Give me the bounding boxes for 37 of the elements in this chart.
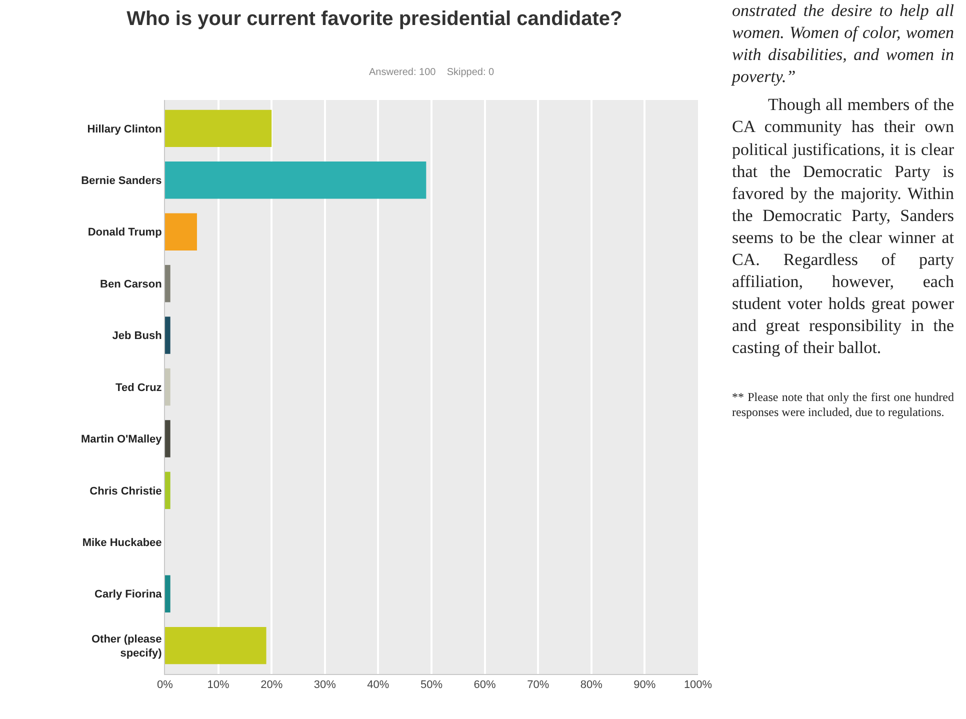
bar [165, 110, 272, 148]
bar [165, 575, 170, 612]
x-tick-label: 70% [527, 679, 550, 692]
x-tick-label: 60% [474, 679, 496, 692]
y-tick-label: Ted Cruz [116, 382, 162, 394]
x-tick-label: 20% [260, 679, 283, 692]
y-tick-label: Chris Christie [90, 485, 162, 498]
bar [165, 472, 170, 510]
bar [165, 213, 197, 250]
bar [165, 316, 170, 354]
text: onstrated the desire to help all women. Women of color, women with disabilities, and women in poverty.” [732, 0, 954, 88]
y-tick-label: Donald Trump [88, 226, 162, 239]
y-tick-label: Bernie Sanders [81, 175, 162, 187]
y-tick-label: Hillary Clinton [87, 123, 162, 136]
bar [165, 162, 426, 199]
bar [165, 264, 170, 302]
text: ** Please note that only the first one hundred responses were included, due to regulations. [732, 390, 954, 420]
chart-subtitle: Answered: 100 Skipped: 0 [369, 67, 495, 78]
bar [165, 368, 170, 406]
x-tick-label: 90% [634, 679, 656, 692]
x-tick-label: 30% [314, 679, 336, 692]
y-tick-label: Mike Huckabee [82, 536, 162, 549]
text: Though all members of the CA community has their own political justifications, it is clear that the Democratic Party is favored by the majority. Within the Democratic Party, Sanders seems to be the clear winner at CA. Regardless of party affiliation, however, each student voter holds great power and great responsibility in the casting of their ballot. [732, 95, 954, 358]
y-tick-label: Other (please specify) [91, 633, 162, 660]
bar [165, 420, 170, 458]
y-tick-label: Jeb Bush [112, 330, 162, 342]
x-tick-label: 40% [367, 679, 390, 692]
y-tick-label: Carly Fiorina [94, 588, 163, 601]
x-tick-label: 0% [157, 679, 174, 692]
x-tick-label: 50% [420, 679, 443, 692]
chart-title: Who is your current favorite presidential candidate? [126, 8, 622, 30]
x-tick-label: 100% [684, 679, 712, 692]
bar [165, 626, 266, 664]
y-tick-label: Ben Carson [100, 278, 162, 290]
x-tick-label: 80% [580, 679, 603, 692]
y-tick-label: Martin O'Malley [80, 434, 163, 446]
x-tick-label: 10% [207, 679, 230, 692]
